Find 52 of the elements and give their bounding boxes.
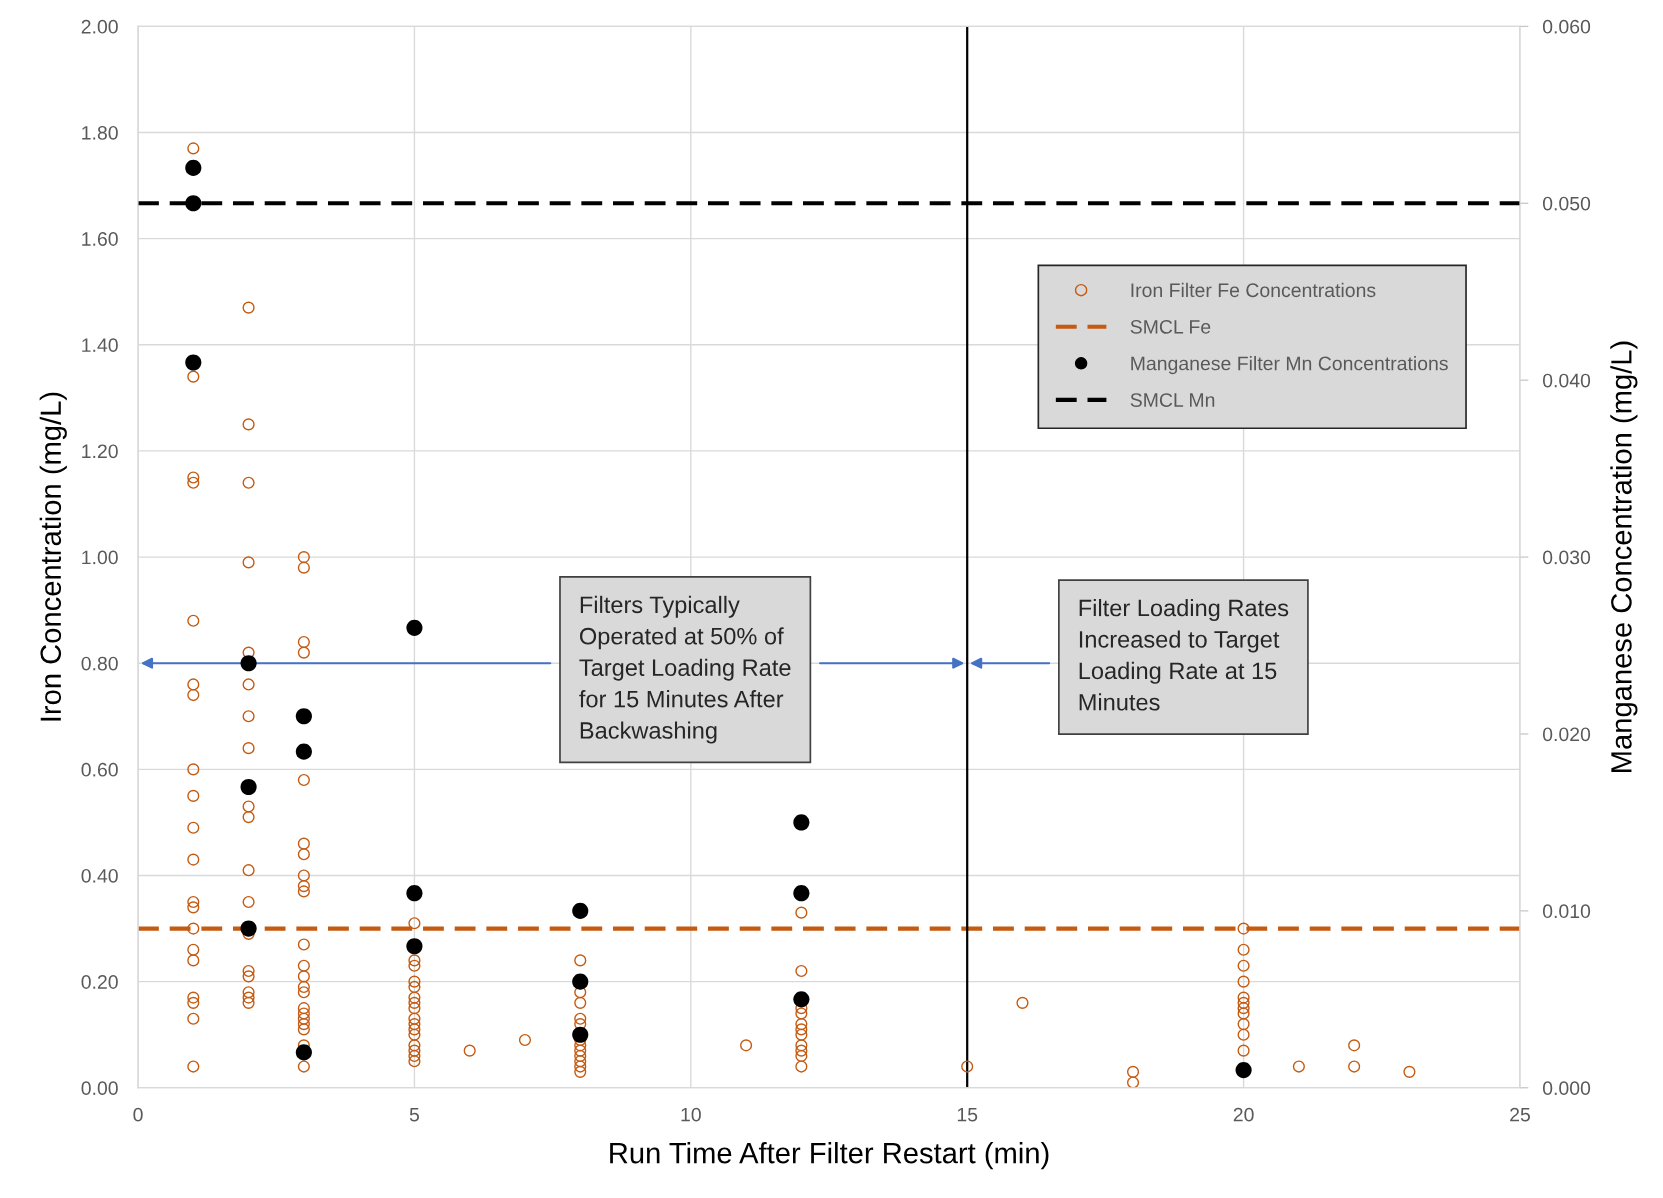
point	[406, 938, 423, 955]
y2-tick-label: 0.010	[1542, 904, 1591, 919]
y-tick-label: 0.80	[81, 656, 118, 671]
point	[295, 708, 312, 725]
point	[793, 885, 810, 902]
y2-tick-label: 0.060	[1542, 19, 1591, 34]
point	[295, 1044, 312, 1061]
x-tick-label: 10	[681, 1107, 701, 1122]
y-tick-label: 1.00	[82, 550, 118, 565]
y-axis-title: Iron Concentration (mg/L)	[39, 392, 67, 721]
point	[1235, 1062, 1252, 1079]
point	[793, 814, 810, 831]
y-tick-label: 1.20	[82, 444, 118, 459]
y2-tick-label: 0.020	[1542, 727, 1591, 742]
point	[185, 195, 202, 212]
y-tick-label: 0.60	[81, 762, 118, 777]
point	[240, 920, 257, 937]
annotation: Filters Typically Operated at 50% of Target Loading Rate for 15 Minutes After Backwashing	[579, 595, 791, 744]
point	[295, 743, 312, 760]
point	[572, 902, 589, 919]
point	[240, 778, 257, 796]
legend-label: Manganese Filter Mn Concentrations	[1131, 356, 1448, 375]
point	[572, 973, 589, 990]
point	[185, 354, 202, 371]
legend-label: Iron Filter Fe Concentrations	[1131, 282, 1376, 298]
x-axis-title: Run Time After Filter Restart (min)	[610, 1142, 1049, 1170]
y-tick-label: 0.20	[81, 975, 118, 989]
x-tick-label: 0	[133, 1107, 143, 1122]
y-tick-label: 1.40	[82, 338, 118, 353]
y2-tick-label: 0.030	[1542, 550, 1591, 565]
point	[572, 1026, 589, 1043]
y-tick-label: 0.00	[81, 1081, 118, 1096]
y2-tick-label: 0.050	[1542, 196, 1591, 211]
point	[406, 619, 423, 636]
y-tick-label: 1.60	[82, 232, 118, 246]
legend-label: SMCL Fe	[1130, 319, 1211, 334]
x-tick-label: 25	[1510, 1107, 1530, 1122]
x-tick-label: 15	[957, 1107, 978, 1122]
point	[406, 885, 423, 902]
x-tick-label: 5	[409, 1107, 420, 1122]
legend-label: SMCL Mn	[1130, 393, 1215, 407]
point	[240, 655, 257, 672]
y-tick-label: 1.80	[82, 125, 118, 140]
y2-axis-title: Manganese Concentration (mg/L)	[1610, 341, 1638, 772]
y-tick-label: 0.40	[81, 868, 118, 883]
x-tick-label: 20	[1233, 1107, 1254, 1122]
y2-tick-label: 0.040	[1542, 373, 1591, 388]
y2-tick-label: 0.000	[1542, 1081, 1591, 1096]
y-tick-label: 2.00	[81, 19, 118, 34]
annotation: Filter Loading Rates Increased to Target Loading Rate at 15 Minutes	[1079, 599, 1289, 711]
point	[185, 159, 202, 176]
point	[793, 991, 810, 1008]
